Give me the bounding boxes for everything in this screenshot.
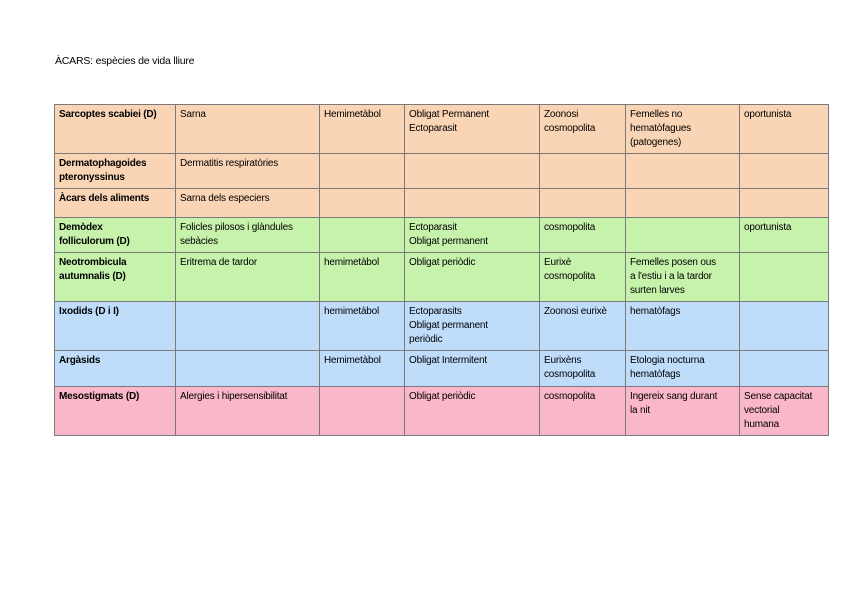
- species-name-cell: Àcars dels aliments: [54, 188, 176, 218]
- development-cell: [319, 153, 405, 189]
- species-name-cell: Ixodids (D i I): [54, 301, 176, 351]
- notes-cell: [625, 153, 740, 189]
- pathogen-role-cell: [739, 153, 829, 189]
- notes-cell: Ingereix sang durant la nit: [625, 386, 740, 436]
- parasitism-cell: Obligat periòdic: [404, 252, 540, 302]
- parasitism-cell: [404, 153, 540, 189]
- development-cell: [319, 188, 405, 218]
- table-row: Àcars dels aliments Sarna dels especiers: [54, 188, 829, 218]
- disease-cell: Sarna dels especiers: [175, 188, 320, 218]
- pathogen-role-cell: [739, 188, 829, 218]
- development-cell: [319, 217, 405, 253]
- species-table: Sarcoptes scabiei (D) Sarna Hemimetàbol …: [54, 104, 829, 436]
- development-cell: hemimetàbol: [319, 252, 405, 302]
- distribution-cell: cosmopolita: [539, 386, 626, 436]
- parasitism-cell: [404, 188, 540, 218]
- table-row: Mesostigmats (D) Alergies i hipersensibi…: [54, 386, 829, 436]
- disease-cell: Eritrema de tardor: [175, 252, 320, 302]
- development-cell: Hemimetàbol: [319, 104, 405, 154]
- parasitism-cell: Obligat periòdic: [404, 386, 540, 436]
- notes-cell: Femelles no hematòfagues (patogenes): [625, 104, 740, 154]
- species-name-cell: Argàsids: [54, 350, 176, 387]
- table-row: Neotrombicula autumnalis (D) Eritrema de…: [54, 252, 829, 302]
- pathogen-role-cell: oportunista: [739, 217, 829, 253]
- species-name-cell: Neotrombicula autumnalis (D): [54, 252, 176, 302]
- development-cell: [319, 386, 405, 436]
- table-row: Ixodids (D i I) hemimetàbol Ectoparasits…: [54, 301, 829, 351]
- parasitism-cell: Obligat Intermitent: [404, 350, 540, 387]
- species-name-cell: Dermatophagoides pteronyssinus: [54, 153, 176, 189]
- disease-cell: Folicles pilosos i glàndules sebàcies: [175, 217, 320, 253]
- parasitism-cell: Obligat Permanent Ectoparasit: [404, 104, 540, 154]
- species-name-cell: Mesostigmats (D): [54, 386, 176, 436]
- table-row: Argàsids Hemimetàbol Obligat Intermitent…: [54, 350, 829, 387]
- disease-cell: [175, 350, 320, 387]
- notes-cell: [625, 188, 740, 218]
- distribution-cell: Zoonosi cosmopolita: [539, 104, 626, 154]
- table-row: Demòdex folliculorum (D) Folicles piloso…: [54, 217, 829, 253]
- pathogen-role-cell: [739, 252, 829, 302]
- distribution-cell: Eurixèns cosmopolita: [539, 350, 626, 387]
- pathogen-role-cell: [739, 350, 829, 387]
- disease-cell: Alergies i hipersensibilitat: [175, 386, 320, 436]
- disease-cell: Sarna: [175, 104, 320, 154]
- notes-cell: Etologia nocturna hematòfags: [625, 350, 740, 387]
- development-cell: hemimetàbol: [319, 301, 405, 351]
- table-row: Sarcoptes scabiei (D) Sarna Hemimetàbol …: [54, 104, 829, 154]
- parasitism-cell: Ectoparasits Obligat permanent periòdic: [404, 301, 540, 351]
- parasitism-cell: Ectoparasit Obligat permanent: [404, 217, 540, 253]
- pathogen-role-cell: Sense capacitat vectorial humana: [739, 386, 829, 436]
- development-cell: Hemimetàbol: [319, 350, 405, 387]
- distribution-cell: Zoonosi eurixè: [539, 301, 626, 351]
- notes-cell: [625, 217, 740, 253]
- page-title: ÀCARS: espècies de vida lliure: [55, 55, 195, 67]
- distribution-cell: Eurixè cosmopolita: [539, 252, 626, 302]
- distribution-cell: [539, 153, 626, 189]
- notes-cell: hematòfags: [625, 301, 740, 351]
- species-name-cell: Sarcoptes scabiei (D): [54, 104, 176, 154]
- disease-cell: [175, 301, 320, 351]
- pathogen-role-cell: [739, 301, 829, 351]
- distribution-cell: cosmopolita: [539, 217, 626, 253]
- notes-cell: Femelles posen ous a l'estiu i a la tard…: [625, 252, 740, 302]
- species-name-cell: Demòdex folliculorum (D): [54, 217, 176, 253]
- disease-cell: Dermatitis respiratòries: [175, 153, 320, 189]
- table-row: Dermatophagoides pteronyssinus Dermatiti…: [54, 153, 829, 189]
- distribution-cell: [539, 188, 626, 218]
- pathogen-role-cell: oportunista: [739, 104, 829, 154]
